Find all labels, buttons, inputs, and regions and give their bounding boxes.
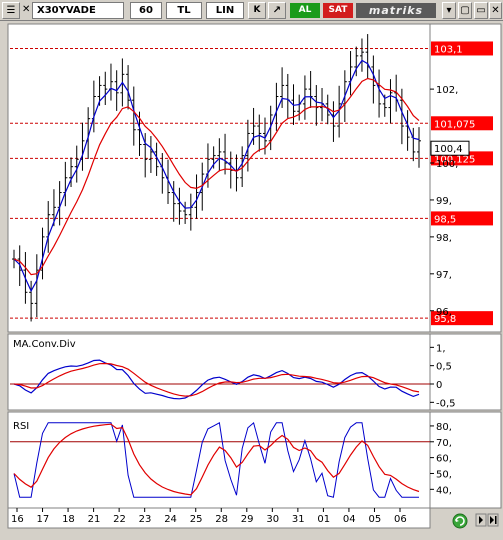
date-tick-label: 04 — [343, 514, 356, 525]
rsi-tick-label: 80, — [436, 422, 452, 433]
macd-signal-line — [13, 362, 420, 397]
price-tick-label: 102, — [436, 85, 458, 96]
date-tick-label: 31 — [292, 514, 305, 525]
rsi-line — [13, 422, 419, 498]
rsi-tick-label: 50, — [436, 469, 452, 480]
matriks-logo: matriks — [356, 3, 436, 18]
date-tick-label: 29 — [241, 514, 254, 525]
price-tick-label: 100, — [436, 159, 458, 170]
date-tick-label: 23 — [139, 514, 152, 525]
date-tick-label: 30 — [266, 514, 279, 525]
price-tick-label: 97, — [436, 270, 452, 281]
macd-tick-label: 0,5 — [436, 362, 452, 373]
date-tick-label: 01 — [317, 514, 330, 525]
price-axis — [429, 23, 502, 333]
minimize-button[interactable]: ▾ — [442, 2, 456, 19]
macd-tick-label: -0,5 — [436, 398, 456, 409]
close-button[interactable]: ✕ — [489, 2, 502, 19]
maximize-button[interactable]: ▢ — [458, 2, 472, 19]
level-label-bg — [431, 211, 493, 226]
ma-fast-line — [13, 59, 420, 293]
scale-field[interactable]: LIN — [206, 2, 244, 19]
macd-line — [13, 359, 420, 400]
macd-title: MA.Conv.Div — [13, 339, 76, 350]
scroll-end-icon[interactable] — [487, 513, 499, 527]
level-label: 103,1 — [434, 44, 463, 55]
level-label: 100,125 — [434, 154, 475, 165]
macd-tick-label: 0 — [436, 380, 442, 391]
sell-button[interactable]: SAT — [323, 3, 353, 18]
level-label-bg — [431, 311, 493, 326]
draw-tool-icon[interactable]: ↗ — [268, 2, 286, 19]
level-label: 95,8 — [434, 314, 456, 325]
rsi-tick-label: 70, — [436, 438, 452, 449]
level-label-bg — [431, 41, 493, 56]
level-label-bg — [431, 116, 493, 131]
symbol-field[interactable]: X30YVADE — [32, 2, 124, 19]
rsi-axis — [429, 411, 502, 509]
price-tick-label: 99, — [436, 196, 452, 207]
date-tick-label: 28 — [215, 514, 228, 525]
level-label: 101,075 — [434, 119, 475, 130]
menu-button[interactable]: ☰ — [2, 2, 20, 19]
buy-button[interactable]: AL — [290, 3, 320, 18]
price-tick-label: 98, — [436, 233, 452, 244]
date-tick-label: 24 — [164, 514, 177, 525]
macd-panel[interactable] — [7, 333, 431, 411]
date-tick-label: 21 — [88, 514, 101, 525]
date-tick-label: 25 — [190, 514, 203, 525]
rsi-signal-line — [13, 423, 420, 496]
period-field[interactable]: 60 — [130, 2, 162, 19]
scroll-right-icon[interactable] — [475, 513, 487, 527]
current-price-label: 100,4 — [434, 144, 463, 155]
date-tick-label: 05 — [368, 514, 381, 525]
rsi-panel[interactable] — [7, 411, 431, 509]
chart-toolbar: ☰ ✕ X30YVADE 60 TL LIN K ↗ AL SAT matrik… — [0, 0, 503, 21]
price-panel[interactable] — [7, 23, 431, 333]
date-tick-label: 22 — [113, 514, 126, 525]
macd-axis — [429, 333, 502, 411]
current-price-box — [430, 140, 470, 156]
refresh-icon[interactable] — [452, 513, 468, 529]
date-tick-label: 06 — [394, 514, 407, 525]
date-axis — [7, 507, 431, 529]
rsi-tick-label: 60, — [436, 454, 452, 465]
restore-button[interactable]: ▭ — [474, 2, 488, 19]
rsi-tick-label: 40, — [436, 485, 452, 496]
date-tick-label: 17 — [37, 514, 50, 525]
level-label: 98,5 — [434, 214, 456, 225]
date-tick-label: 16 — [11, 514, 24, 525]
currency-field[interactable]: TL — [166, 2, 202, 19]
rsi-title: RSI — [13, 421, 29, 432]
date-tick-label: 18 — [62, 514, 75, 525]
indicator-icon[interactable]: K — [248, 2, 266, 19]
ma-slow-line — [13, 77, 420, 276]
macd-tick-label: 1, — [436, 343, 446, 354]
price-tick-label: 96, — [436, 307, 452, 318]
close-symbol-icon[interactable]: ✕ — [22, 4, 30, 15]
